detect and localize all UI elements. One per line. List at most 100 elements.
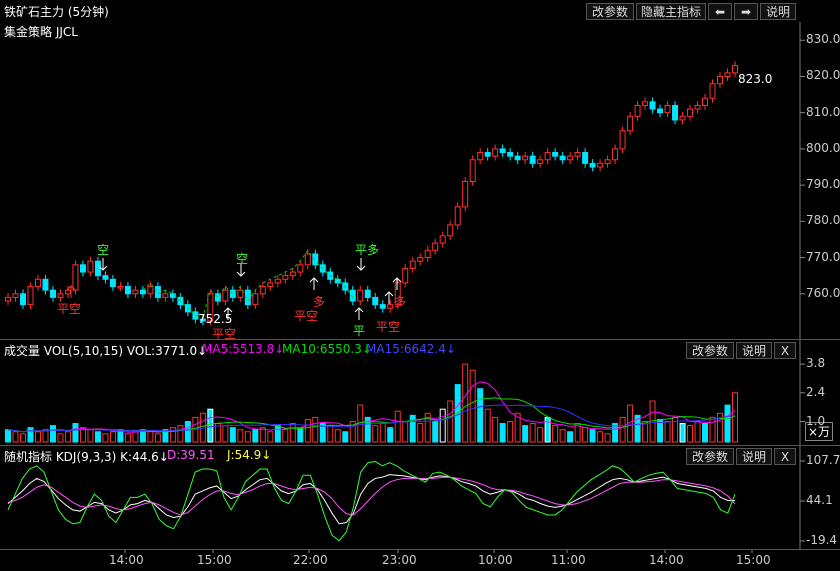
vol-tick-label: 1.0 (806, 413, 826, 428)
volume-bar (552, 425, 559, 443)
volume-bar (522, 425, 529, 443)
volume-bar (724, 404, 731, 443)
volume-bar (87, 429, 94, 443)
candle-body (582, 152, 589, 164)
signal-arrowhead (223, 307, 233, 313)
hide-main-indicator-button[interactable]: 隐藏主指标 (636, 3, 706, 20)
candle-body (222, 289, 229, 302)
candle-body (229, 289, 236, 298)
vol-params-button[interactable]: 改参数 (686, 342, 734, 359)
signal-arrowhead (66, 285, 76, 291)
signal-pingkong-3: 平空 (294, 309, 319, 323)
time-tick-label: 23:00 (382, 553, 417, 567)
arrow-left-icon[interactable]: ⬅ (708, 3, 732, 20)
volume-bar (409, 414, 416, 443)
candle-body (424, 249, 431, 259)
volume-bar (34, 431, 41, 443)
candle-body (544, 152, 551, 161)
vol-panel-divider (0, 339, 840, 340)
candle-body (724, 72, 731, 77)
vol-help-button[interactable]: 说明 (736, 342, 772, 359)
volume-bar (559, 429, 566, 443)
candle-body (499, 148, 506, 154)
params-button[interactable]: 改参数 (586, 3, 634, 20)
candle-body (244, 289, 251, 306)
arrow-right-icon[interactable]: ➡ (734, 3, 758, 20)
candle-body (12, 293, 19, 298)
kdj-params-button[interactable]: 改参数 (686, 448, 734, 465)
volume-bar (402, 421, 409, 443)
candle-body (657, 108, 664, 114)
kdj-close-button[interactable]: X (774, 448, 796, 465)
volume-bar (19, 433, 26, 443)
candle-body (117, 286, 124, 289)
candle-body (64, 289, 71, 295)
vol-tick-label: 2.4 (806, 384, 826, 399)
volume-bar (229, 427, 236, 443)
signal-arrowhead (98, 265, 108, 271)
volume-bar (582, 427, 589, 443)
vol-ma10-label: MA10:6550.3↓ (282, 342, 372, 356)
volume-bar (642, 421, 649, 443)
candle-body (484, 152, 491, 157)
volume-bar (72, 423, 79, 443)
candle-body (634, 104, 641, 117)
volume-bar (222, 425, 229, 443)
vol-unit-label: ×万 (805, 422, 834, 441)
candle-body (372, 296, 379, 306)
candle-body (252, 293, 259, 306)
volume-bar (162, 429, 169, 443)
candle-body (619, 130, 626, 150)
candle-body (27, 286, 34, 306)
candle-body (87, 260, 94, 273)
candle-body (102, 275, 109, 280)
vol-ma15-line (7, 404, 736, 433)
volume-bar (327, 425, 334, 443)
candle-body (364, 289, 371, 298)
volume-bar (319, 423, 326, 443)
volume-bar (27, 427, 34, 443)
vol-label: 成交量 VOL(5,10,15) VOL:3771.0↓ (4, 344, 208, 358)
price-tick-label: 810.0 (806, 104, 840, 119)
vol-close-button[interactable]: X (774, 342, 796, 359)
volume-bar (304, 418, 311, 443)
vol-ma5-line (7, 381, 736, 433)
volume-bar (679, 423, 686, 443)
candle-body (214, 293, 221, 302)
signal-pingkong-2: 平空 (212, 327, 237, 341)
kdj-help-button[interactable]: 说明 (736, 448, 772, 465)
candle-body (702, 97, 709, 106)
volume-bar (169, 427, 176, 443)
candle-body (597, 162, 604, 168)
help-button[interactable]: 说明 (760, 3, 796, 20)
candle-body (552, 152, 559, 157)
volume-bar (702, 423, 709, 443)
kdj-panel-divider (0, 445, 840, 446)
volume-bar (349, 421, 356, 443)
candle-body (574, 152, 581, 157)
volume-bar (207, 408, 214, 443)
signal-arrowhead (236, 271, 246, 277)
volume-bar (12, 431, 19, 443)
volume-bar (267, 431, 274, 443)
time-tick-label: 14:00 (649, 553, 684, 567)
volume-bar (132, 431, 139, 443)
price-tick-label: 780.0 (806, 213, 840, 228)
candle-body (79, 264, 86, 273)
strategy-label: 集金策略 JJCL (4, 25, 78, 39)
candle-body (627, 115, 634, 132)
volume-bar (64, 431, 71, 443)
volume-bar (567, 431, 574, 443)
time-tick-label: 15:00 (736, 553, 771, 567)
volume-bar (447, 400, 454, 443)
candle-body (199, 318, 206, 322)
candle-body (694, 104, 701, 110)
candle-body (154, 286, 161, 298)
candle-body (417, 257, 424, 262)
volume-bar (529, 423, 536, 443)
candle-body (72, 264, 79, 291)
candle-body (649, 101, 656, 110)
volume-bar (79, 427, 86, 443)
candle-body (192, 311, 199, 320)
